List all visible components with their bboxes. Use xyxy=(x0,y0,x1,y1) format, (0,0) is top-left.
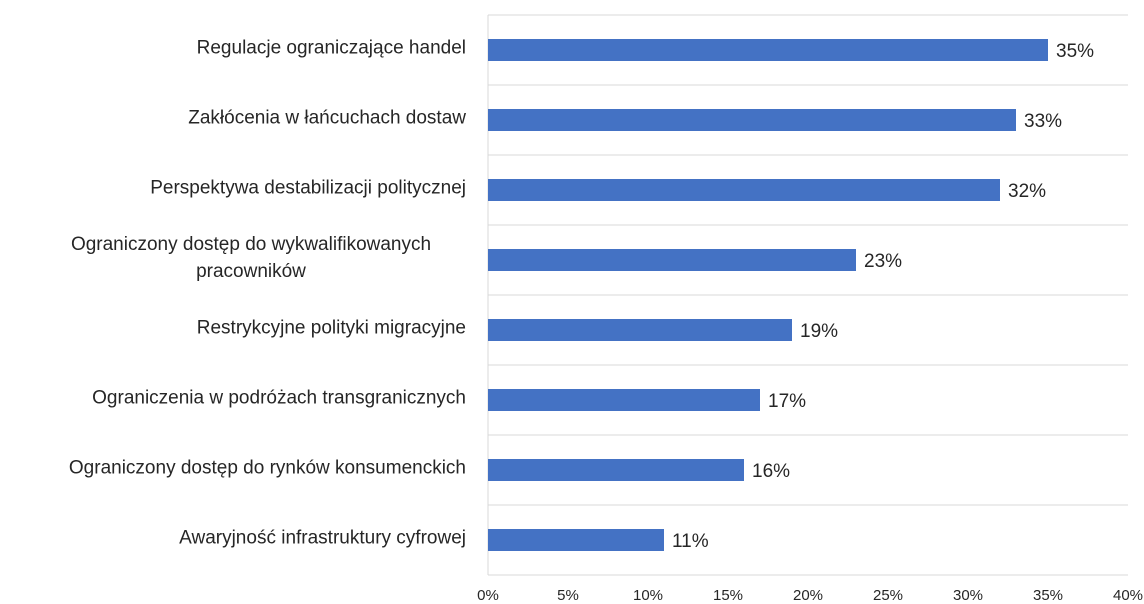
value-label: 16% xyxy=(752,461,790,482)
x-tick-label: 0% xyxy=(477,587,499,604)
x-tick-label: 30% xyxy=(953,587,983,604)
category-label: Ograniczenia w podróżach transgranicznyc… xyxy=(92,387,466,409)
x-tick-label: 25% xyxy=(873,587,903,604)
category-label: Ograniczony dostęp do rynków konsumencki… xyxy=(68,457,466,479)
x-tick-label: 5% xyxy=(557,587,579,604)
category-label: Awaryjność infrastruktury cyfrowej xyxy=(179,527,466,549)
bar xyxy=(488,39,1048,61)
x-tick-label: 20% xyxy=(793,587,823,604)
bar xyxy=(488,459,744,481)
category-label: Perspektywa destabilizacji politycznej xyxy=(150,177,466,199)
bar xyxy=(488,319,792,341)
x-tick-label: 35% xyxy=(1033,587,1063,604)
value-label: 33% xyxy=(1024,111,1062,132)
category-label: Zakłócenia w łańcuchach dostaw xyxy=(188,107,466,129)
x-tick-label: 15% xyxy=(713,587,743,604)
bar xyxy=(488,389,760,411)
category-label: Ograniczony dostęp do wykwalifikowanych … xyxy=(70,234,432,282)
bar xyxy=(488,249,856,271)
value-label: 17% xyxy=(768,391,806,412)
bar xyxy=(488,179,1000,201)
category-label: Restrykcyjne polityki migracyjne xyxy=(196,317,466,339)
value-label: 32% xyxy=(1008,181,1046,202)
x-tick-label: 40% xyxy=(1113,587,1143,604)
x-tick-label: 10% xyxy=(633,587,663,604)
value-label: 19% xyxy=(800,321,838,342)
value-label: 23% xyxy=(864,251,902,272)
bar xyxy=(488,109,1016,131)
category-label: Regulacje ograniczające handel xyxy=(196,37,466,59)
value-label: 35% xyxy=(1056,41,1094,62)
value-label: 11% xyxy=(672,531,709,552)
bar xyxy=(488,529,664,551)
